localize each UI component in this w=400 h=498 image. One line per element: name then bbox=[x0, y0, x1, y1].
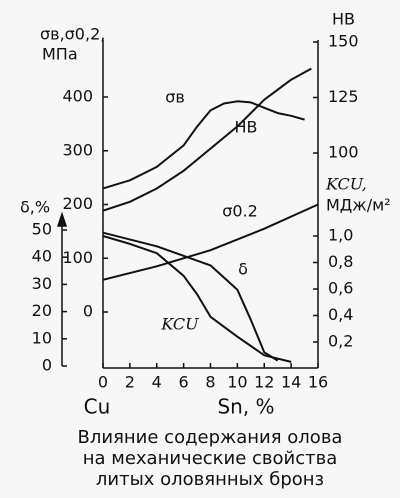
series-label: δ bbox=[238, 260, 248, 279]
caption: на механические свойства bbox=[83, 448, 338, 469]
y-tick-label: 0,8 bbox=[328, 252, 353, 271]
y-tick-label: 200 bbox=[62, 194, 93, 213]
y3-label: KCU, bbox=[325, 175, 367, 194]
y-tick-label: 20 bbox=[32, 301, 52, 320]
series-label: KCU bbox=[160, 315, 199, 334]
x-tick-label: 8 bbox=[205, 373, 215, 392]
y-tick-label: 0 bbox=[42, 356, 52, 375]
y-tick-label: 125 bbox=[328, 87, 359, 106]
series-label: σв bbox=[165, 88, 185, 107]
x-start-label: Cu bbox=[84, 395, 111, 419]
y-label: МПа bbox=[42, 45, 78, 64]
x-tick-label: 6 bbox=[179, 373, 189, 392]
y-tick-label: 150 bbox=[328, 32, 359, 51]
x-label: Sn, % bbox=[217, 395, 274, 419]
series-label: σ0.2 bbox=[222, 202, 258, 221]
series-label: НВ bbox=[234, 118, 257, 137]
y-tick-label: 30 bbox=[32, 274, 52, 293]
x-tick-label: 4 bbox=[152, 373, 162, 392]
y-tick-label: 40 bbox=[32, 247, 52, 266]
y-tick-label: 300 bbox=[62, 140, 93, 159]
y-tick-label: 0,2 bbox=[328, 332, 353, 351]
series-line bbox=[102, 203, 319, 281]
series-line bbox=[102, 67, 312, 212]
y-tick-label: 0 bbox=[83, 302, 93, 321]
y4-label: δ,% bbox=[20, 198, 50, 217]
series-line bbox=[102, 235, 292, 363]
y-tick-label: 0,4 bbox=[328, 305, 353, 324]
x-tick-label: 10 bbox=[227, 373, 247, 392]
series-line bbox=[102, 231, 279, 362]
x-tick-label: 2 bbox=[125, 373, 135, 392]
delta-arrow bbox=[56, 211, 68, 227]
y-tick-label: 1,0 bbox=[328, 226, 353, 245]
y-label: σв,σ0,2, bbox=[40, 25, 105, 44]
series-line bbox=[102, 100, 305, 190]
y-tick-label: 100 bbox=[62, 248, 93, 267]
x-tick-label: 0 bbox=[98, 373, 108, 392]
y-tick-label: 100 bbox=[328, 143, 359, 162]
caption: литых оловянных бронз bbox=[96, 469, 324, 490]
x-tick-label: 12 bbox=[254, 373, 274, 392]
y-tick-label: 10 bbox=[32, 328, 52, 347]
y2-label: НВ bbox=[332, 10, 355, 29]
x-tick-label: 14 bbox=[281, 373, 301, 392]
y3-label: МДж/м² bbox=[326, 196, 391, 215]
caption: Влияние содержания олова bbox=[78, 427, 343, 448]
y-tick-label: 50 bbox=[32, 220, 52, 239]
y-tick-label: 0,6 bbox=[328, 279, 353, 298]
y-tick-label: 400 bbox=[62, 87, 93, 106]
x-tick-label: 16 bbox=[308, 373, 328, 392]
